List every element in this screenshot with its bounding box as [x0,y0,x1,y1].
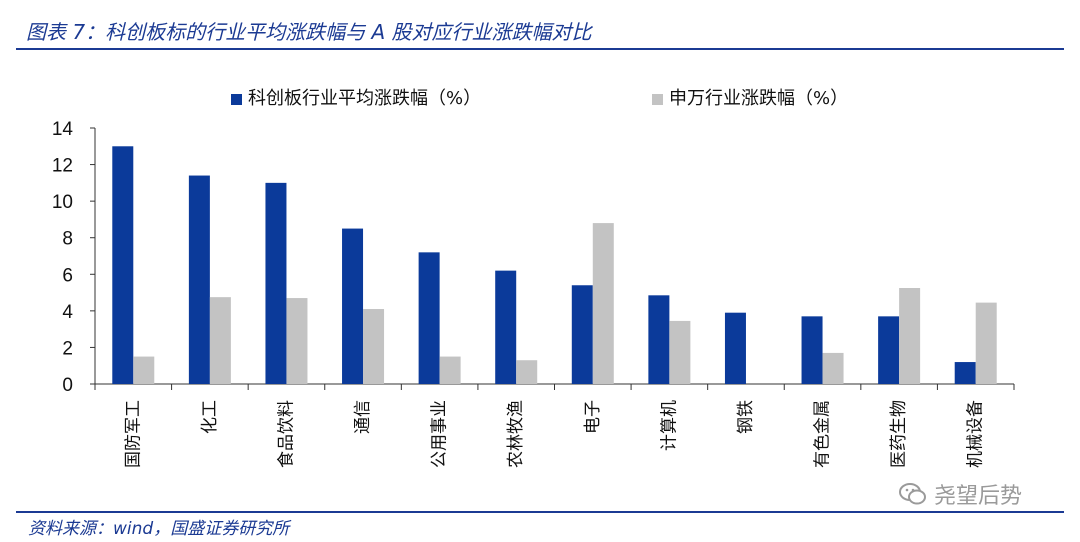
x-category-label: 国防军工 [123,400,143,468]
y-tick-label: 6 [62,265,73,286]
bar-series-1 [418,252,440,384]
legend-swatch-series-1 [231,94,242,105]
wechat-icon [899,483,926,505]
legend-label-series-2: 申万行业涨跌幅（%） [669,88,848,109]
bar-series-1 [342,228,364,384]
bar-series-2 [592,223,614,384]
source-note: 资料来源：wind，国盛证券研究所 [28,519,290,539]
bar-series-1 [954,362,976,384]
bar-series-2 [899,288,921,384]
x-category-label: 机械设备 [966,400,986,468]
x-category-label: 食品饮料 [276,400,296,468]
bar-series-2 [286,298,308,384]
chart-axes: 0 2 4 6 8 10 12 14 [52,119,1015,396]
bar-series-1 [801,316,823,384]
bar-series-1 [878,316,900,384]
watermark: 尧望后势 [898,478,1022,510]
bar-series-1 [188,175,210,384]
bar-series-2 [209,297,231,384]
x-category-label: 公用事业 [430,400,450,468]
figure-title: 图表 7：科创板标的行业平均涨跌幅与 A 股对应行业涨跌幅对比 [26,20,592,44]
bar-series-1 [648,295,670,384]
chart-category-labels: 国防军工 化工 食品饮料 通信 公用事业 农林牧渔 电子 计算机 钢铁 有色金属 医药生物 机械设备 [123,400,985,468]
x-category-label: 有色金属 [813,400,833,468]
bar-series-2 [439,356,461,384]
x-category-label: 通信 [353,400,373,434]
x-category-label: 医药生物 [889,400,909,468]
y-tick-label: 4 [62,302,73,323]
bar-series-1 [265,182,287,384]
legend-label-series-1: 科创板行业平均涨跌幅（%） [248,88,481,109]
x-category-label: 计算机 [659,400,679,451]
chart-bars [112,146,997,384]
bar-series-2 [669,320,691,384]
y-tick-label: 8 [62,229,73,250]
bar-series-1 [724,312,746,384]
bar-series-2 [975,302,997,384]
bar-series-2 [822,352,844,384]
bar-series-2 [133,356,155,384]
x-category-label: 钢铁 [736,400,756,434]
bar-series-1 [495,270,517,384]
y-tick-label: 10 [52,192,73,213]
bar-series-1 [571,285,593,384]
chart-legend: 科创板行业平均涨跌幅（%） 申万行业涨跌幅（%） [231,88,848,109]
x-category-label: 农林牧渔 [506,400,526,468]
y-tick-label: 12 [52,156,73,177]
y-tick-label: 14 [52,119,74,140]
bar-series-2 [516,360,538,384]
legend-swatch-series-2 [652,94,663,105]
watermark-text: 尧望后势 [934,484,1023,509]
x-category-label: 化工 [200,400,220,434]
bar-chart: 科创板行业平均涨跌幅（%） 申万行业涨跌幅（%） 0 2 4 6 8 10 12 14 国防军… [52,88,1015,468]
bar-series-1 [112,146,134,384]
title-rule [16,48,1064,50]
bar-series-2 [363,309,385,384]
y-tick-label: 0 [62,375,73,396]
y-tick-label: 2 [62,338,73,359]
x-category-label: 电子 [583,400,603,434]
source-rule [16,511,1064,513]
